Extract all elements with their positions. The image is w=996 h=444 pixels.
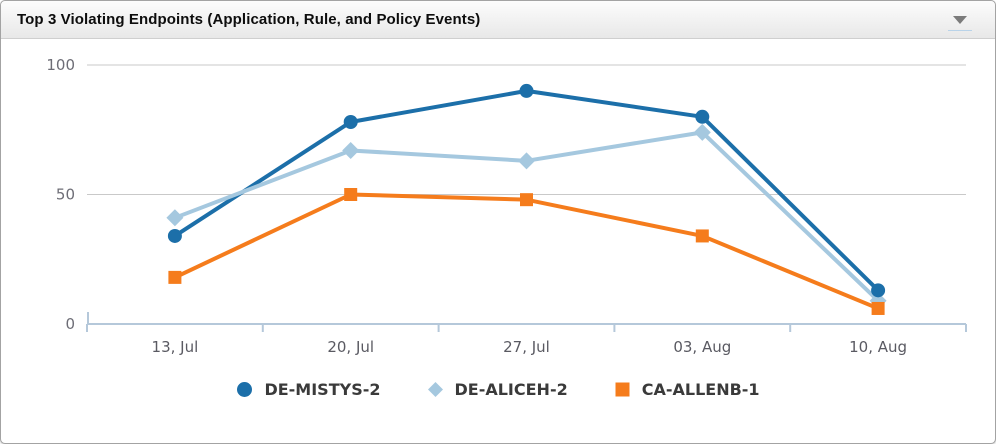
data-point-de-aliceh-2 [518, 152, 535, 170]
chart-plot-area: 0 50 100 13, Jul 20, Jul 27, Jul 03, Aug 10, Au… [46, 56, 967, 356]
diamond-marker-icon [427, 382, 443, 397]
y-axis-tick-label: 100 [46, 56, 75, 74]
data-point-ca-allenb-1 [344, 188, 358, 201]
data-point-de-aliceh-2 [693, 123, 711, 141]
data-point-de-mistys-2 [519, 83, 534, 98]
data-point-ca-allenb-1 [695, 229, 709, 243]
x-axis-tick-label: 13, Jul [152, 338, 199, 356]
legend-label: DE-MISTYS-2 [264, 380, 381, 399]
x-axis-tick-label: 10, Aug [849, 338, 907, 356]
series-line-de-mistys-2 [173, 88, 880, 292]
legend-item-de-mistys-2[interactable]: DE-MISTYS-2 [236, 380, 381, 399]
legend-label: DE-ALICEH-2 [454, 380, 568, 399]
y-axis-tick-label: 0 [65, 315, 75, 333]
panel-title: Top 3 Violating Endpoints (Application, … [17, 11, 481, 28]
collapse-button[interactable] [947, 12, 973, 32]
data-point-ca-allenb-1 [871, 301, 885, 315]
series-line-ca-allenb-1 [174, 192, 879, 311]
x-axis-tick-label: 20, Jul [327, 338, 374, 356]
data-point-ca-allenb-1 [520, 193, 533, 207]
square-marker-icon [615, 382, 630, 397]
legend-item-de-aliceh-2[interactable]: DE-ALICEH-2 [427, 380, 568, 399]
data-point-de-aliceh-2 [166, 209, 184, 227]
x-axis-tick-label: 27, Jul [503, 338, 550, 356]
line-chart: 0 50 100 13, Jul 20, Jul 27, Jul 03, Aug 10, Au… [1, 39, 995, 443]
data-point-ca-allenb-1 [168, 270, 182, 284]
legend-label: CA-ALLENB-1 [641, 380, 760, 399]
chevron-down-icon [953, 16, 967, 24]
legend-item-ca-allenb-1[interactable]: CA-ALLENB-1 [614, 380, 760, 399]
data-point-de-mistys-2 [343, 114, 358, 129]
data-point-de-mistys-2 [871, 283, 886, 298]
panel-header: Top 3 Violating Endpoints (Application, … [1, 1, 995, 39]
data-point-de-aliceh-2 [342, 141, 360, 159]
y-axis-tick-label: 50 [56, 186, 75, 204]
circle-marker-icon [237, 382, 253, 397]
chart-legend: DE-MISTYS-2 DE-ALICEH-2 CA-ALLENB-1 [1, 380, 995, 399]
x-axis-tick-label: 03, Aug [673, 338, 731, 356]
data-point-de-mistys-2 [695, 109, 710, 124]
data-point-de-mistys-2 [167, 228, 182, 243]
